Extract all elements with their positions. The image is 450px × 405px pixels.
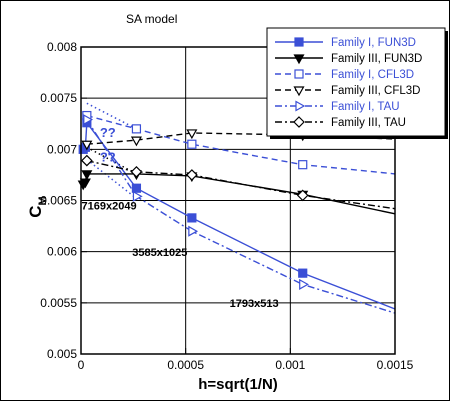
annotation-label: 7169x2049 — [82, 201, 137, 213]
x-tick-label: 0.0015 — [377, 358, 414, 372]
plot-area-border — [80, 46, 396, 355]
data-point — [131, 183, 142, 193]
y-tick-label: 0.008 — [47, 40, 77, 54]
data-point — [186, 169, 198, 181]
data-point — [298, 160, 308, 170]
data-point — [296, 189, 309, 202]
series-line — [86, 119, 396, 314]
data-point — [79, 178, 91, 189]
y-tick-label: 0.005 — [47, 347, 77, 361]
data-point — [188, 225, 199, 237]
data-point — [83, 114, 94, 126]
connector-line — [86, 102, 137, 130]
data-point — [81, 140, 93, 151]
x-axis-label: h=sqrt(1/N) — [198, 376, 278, 393]
series-5 — [83, 114, 396, 314]
data-point — [132, 190, 143, 202]
x-tick-label: 0 — [78, 358, 85, 372]
legend-marker — [293, 116, 305, 128]
annotation-label: ?? — [100, 150, 116, 165]
legend-label: Family III, FUN3D — [331, 53, 422, 65]
data-point — [81, 170, 93, 181]
series-4 — [81, 129, 396, 151]
legend: Family I, FUN3D Family III, FUN3D Family I… — [266, 27, 448, 139]
legend-label: Family III, CFL3D — [331, 85, 420, 97]
legend-label: Family I, FUN3D — [331, 37, 416, 49]
y-tick-label: 0.007 — [47, 142, 77, 156]
legend-marker — [295, 100, 306, 112]
data-point — [186, 129, 198, 140]
data-point — [130, 136, 142, 147]
legend-marker — [293, 54, 305, 65]
y-axis-label-group: CM — [26, 196, 49, 217]
y-tick-label: 0.006 — [47, 245, 77, 259]
legend-marker — [294, 69, 304, 79]
series-line — [86, 114, 396, 175]
series-6 — [80, 154, 396, 210]
data-point — [80, 154, 93, 167]
data-point — [187, 139, 197, 149]
connector-line — [86, 158, 137, 200]
legend-label: Family III, TAU — [331, 117, 406, 129]
x-tick-label: 0.001 — [275, 358, 305, 372]
series-3 — [82, 110, 396, 175]
y-axis-label-subscript: M — [37, 196, 49, 205]
data-point — [187, 213, 197, 223]
x-tick-label: 0.0005 — [167, 358, 204, 372]
series-line — [82, 120, 396, 310]
series-1 — [78, 118, 396, 310]
chart-title: SA model — [126, 12, 177, 26]
axis-ticks: 0 0.0005 0.001 0.0015 0.005 0.0055 0.006 0.0065… — [40, 40, 413, 372]
annotation-label: ?? — [100, 125, 116, 140]
annotation-label: 3585x1025 — [132, 247, 187, 259]
data-point — [130, 165, 143, 178]
y-tick-label: 0.0075 — [40, 91, 77, 105]
data-point — [299, 278, 309, 290]
legend-marker — [294, 37, 304, 47]
y-tick-label: 0.0055 — [40, 296, 77, 310]
annotation-label: 1793x513 — [230, 298, 279, 310]
annotations-layer: ???? 7169x2049 3585x1025 1793x513 — [82, 125, 279, 310]
legend-label: Family I, CFL3D — [331, 69, 414, 81]
y-axis-label: C — [26, 205, 45, 217]
series-layer — [77, 102, 396, 314]
legend-label: Family I, TAU — [331, 101, 400, 113]
connector-line — [86, 146, 137, 175]
data-point — [298, 268, 308, 278]
legend-marker — [293, 86, 305, 97]
y-tick-label: 0.0065 — [40, 194, 77, 208]
data-point — [131, 124, 142, 134]
svg-text:CM: CM — [26, 196, 49, 217]
